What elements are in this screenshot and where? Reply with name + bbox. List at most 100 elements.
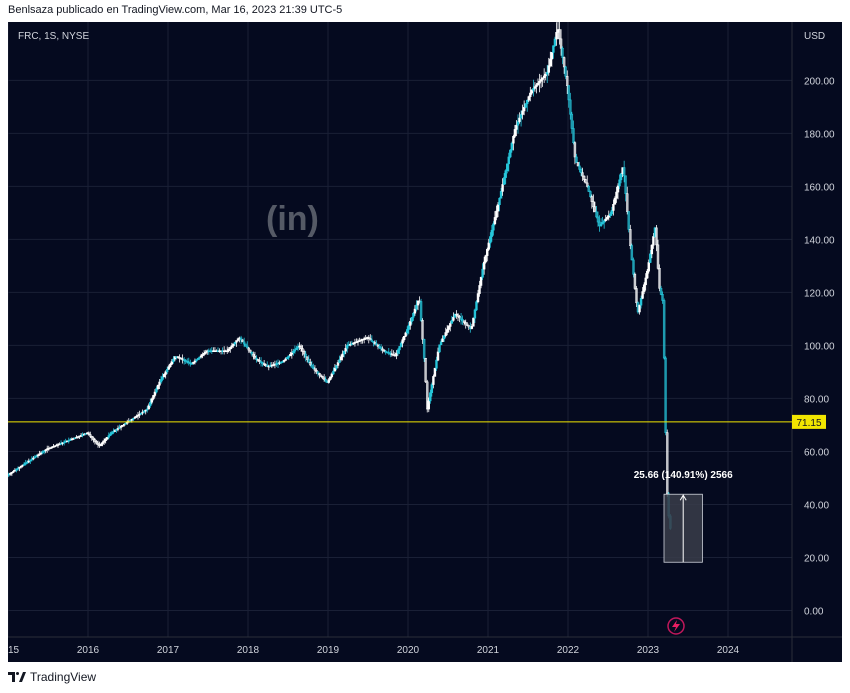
candle-body	[255, 357, 258, 360]
candle-body	[118, 427, 121, 429]
candle-body	[327, 379, 330, 383]
candle-body	[576, 162, 580, 167]
symbol-info: FRC, 1S, NYSE	[18, 31, 89, 42]
candle-body	[539, 79, 543, 82]
candle-body	[550, 52, 554, 60]
candle-body	[35, 455, 38, 458]
tradingview-logo-icon	[8, 672, 26, 682]
candle-body	[147, 405, 150, 410]
candle-body	[287, 355, 290, 358]
candle-body	[169, 363, 172, 368]
candle-body	[318, 373, 321, 376]
candle-body	[606, 216, 609, 220]
candle-body	[502, 177, 506, 185]
candle-body	[226, 350, 229, 353]
candle-body	[10, 471, 14, 474]
candle-body	[284, 358, 287, 361]
level-price-tag[interactable]	[792, 414, 826, 429]
horizontal-level[interactable]: 71.15	[8, 414, 826, 429]
candle-body	[12, 470, 15, 473]
candle-body	[190, 363, 194, 365]
candle-body	[167, 366, 170, 370]
candle-body	[141, 411, 144, 414]
candle-body	[101, 442, 104, 445]
currency-label: USD	[804, 31, 825, 42]
candle-body	[195, 359, 198, 362]
candle-body	[13, 469, 17, 472]
candle-body	[138, 413, 141, 416]
lightning-icon[interactable]	[667, 617, 685, 635]
candle-body	[96, 442, 100, 446]
candle-body	[449, 323, 452, 327]
candle-body	[559, 38, 563, 49]
candle-body	[495, 210, 498, 218]
candle-body	[233, 341, 237, 345]
candle-body	[312, 366, 315, 370]
chart-area[interactable]: (in) FRC, 1S, NYSE 71.15 25.66 (140.91%)…	[8, 22, 842, 662]
candle-body	[592, 201, 595, 208]
candle-body	[310, 364, 314, 368]
level-price-label: 71.15	[796, 418, 821, 429]
candle-body	[475, 301, 478, 311]
chart-svg[interactable]: (in) FRC, 1S, NYSE 71.15 25.66 (140.91%)…	[8, 22, 842, 662]
candle-body	[135, 415, 138, 418]
candle-body	[501, 184, 504, 192]
candle-body	[315, 369, 318, 373]
candle-body	[250, 351, 254, 355]
measure-tool[interactable]: 25.66 (140.91%) 2566	[634, 470, 733, 563]
candle-body	[150, 398, 154, 403]
candle-body	[29, 459, 32, 462]
x-tick-label: 2018	[237, 645, 260, 656]
candle-body	[566, 75, 569, 86]
candle-body	[664, 357, 667, 433]
candle-body	[89, 434, 92, 437]
candle-body	[578, 165, 581, 170]
candle-body	[102, 440, 106, 443]
candle-body	[239, 337, 243, 341]
candle-body	[555, 32, 558, 40]
candle-body	[124, 422, 127, 425]
candle-body	[509, 149, 512, 158]
candle-body	[346, 345, 349, 349]
candle-body	[456, 314, 460, 317]
candle-body	[527, 96, 530, 101]
candle-body	[476, 293, 480, 303]
candle-body	[92, 437, 95, 440]
candle-body	[93, 439, 97, 442]
candle-body	[426, 381, 429, 410]
candle-body	[647, 262, 650, 272]
candle-body	[619, 173, 623, 181]
candle-body	[158, 381, 161, 386]
candle-body	[658, 268, 661, 289]
candle-body	[95, 441, 98, 444]
candle-body	[367, 337, 370, 340]
candle-body	[659, 288, 663, 295]
candle-body	[435, 359, 438, 369]
candle-body	[513, 129, 517, 137]
candle-body	[230, 345, 234, 348]
candle-body	[256, 359, 260, 361]
candle-body	[229, 347, 232, 350]
candle-body	[113, 430, 117, 432]
candle-body	[204, 351, 207, 354]
candle-body	[382, 349, 386, 352]
candle-body	[522, 107, 526, 112]
x-axis: 2015 2016 2017 2018 2019 2020 2021 2022 2023 2024	[8, 645, 740, 656]
candle-body	[301, 348, 304, 352]
candle-body	[401, 339, 404, 344]
candle-body	[416, 300, 420, 306]
candle-body	[622, 167, 626, 177]
candle-body	[319, 374, 323, 377]
candle-body	[424, 357, 427, 383]
candle-body	[506, 163, 509, 172]
x-tick-label: 2016	[77, 645, 100, 656]
candle-body	[159, 379, 163, 383]
candle-body	[161, 376, 164, 380]
candle-body	[655, 227, 658, 246]
candle-body	[446, 329, 449, 333]
candle-body	[587, 186, 590, 192]
candle-body	[535, 84, 538, 87]
candle-body	[338, 359, 341, 363]
candle-body	[542, 75, 546, 79]
candle-body	[119, 426, 123, 428]
